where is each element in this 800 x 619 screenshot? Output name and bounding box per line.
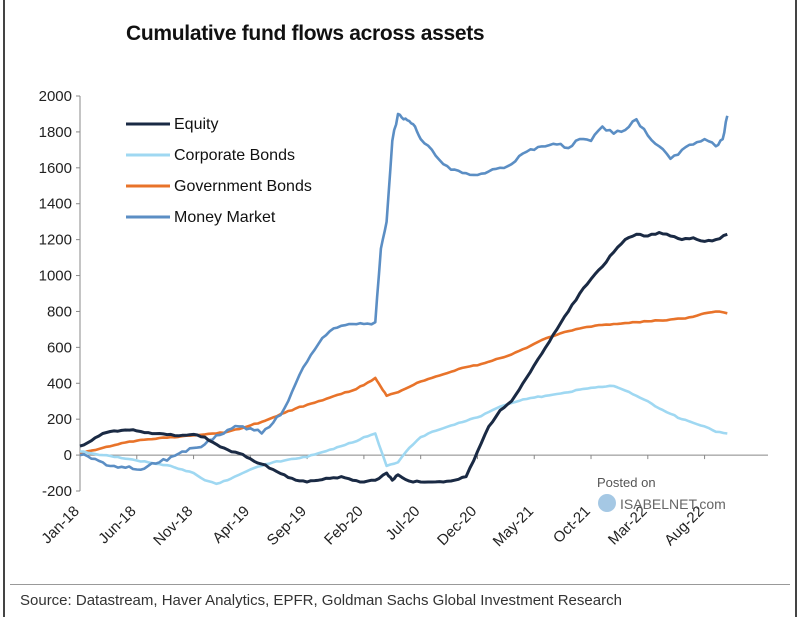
x-tick-label: Nov-18 <box>150 503 196 549</box>
series-line-corporate-bonds <box>79 384 728 486</box>
series-line-equity <box>79 231 728 484</box>
x-tick-label: Jun-18 <box>95 503 139 547</box>
series-layer <box>79 112 729 486</box>
x-tick-label: Dec-20 <box>434 503 480 549</box>
x-tick-label: Apr-19 <box>209 503 253 547</box>
watermark-site-text: ISABELNET.com <box>620 496 726 512</box>
legend-label: Corporate Bonds <box>174 147 295 164</box>
x-tick-label: Oct-21 <box>550 503 594 547</box>
y-tick-label: 1600 <box>39 160 72 177</box>
y-tick-label: 0 <box>64 447 72 464</box>
x-tick-label: May-21 <box>490 503 537 550</box>
y-tick-label: 2000 <box>39 88 72 105</box>
y-tick-label: 1400 <box>39 196 72 213</box>
source-divider <box>10 584 790 585</box>
y-tick-label: 400 <box>47 375 72 392</box>
x-tick-label: Jul-20 <box>383 503 424 544</box>
watermark-logo-icon <box>598 494 616 512</box>
chart-frame <box>3 0 797 617</box>
watermark-posted-text: Posted on <box>597 475 656 490</box>
series-line-government-bonds <box>79 310 728 455</box>
y-tick-label: -200 <box>42 483 72 500</box>
y-tick-label: 1800 <box>39 124 72 141</box>
y-tick-label: 1000 <box>39 268 72 285</box>
x-tick-label: Jan-18 <box>38 503 82 547</box>
source-note: Source: Datastream, Haver Analytics, EPF… <box>20 592 622 609</box>
y-tick-label: 800 <box>47 303 72 320</box>
legend: Equity Corporate Bonds Government Bonds Mon… <box>126 116 312 226</box>
series-line-money-market <box>79 112 729 471</box>
legend-label: Government Bonds <box>174 178 312 195</box>
watermark: Posted on ISABELNET.com <box>597 475 726 512</box>
x-tick-label: Sep-19 <box>264 503 310 549</box>
y-tick-label: 1200 <box>39 232 72 249</box>
chart-title: Cumulative fund flows across assets <box>126 22 485 45</box>
y-tick-label: 600 <box>47 339 72 356</box>
y-tick-label: 200 <box>47 411 72 428</box>
legend-label: Money Market <box>174 209 276 226</box>
legend-label: Equity <box>174 116 218 133</box>
x-tick-label: Feb-20 <box>321 503 367 549</box>
